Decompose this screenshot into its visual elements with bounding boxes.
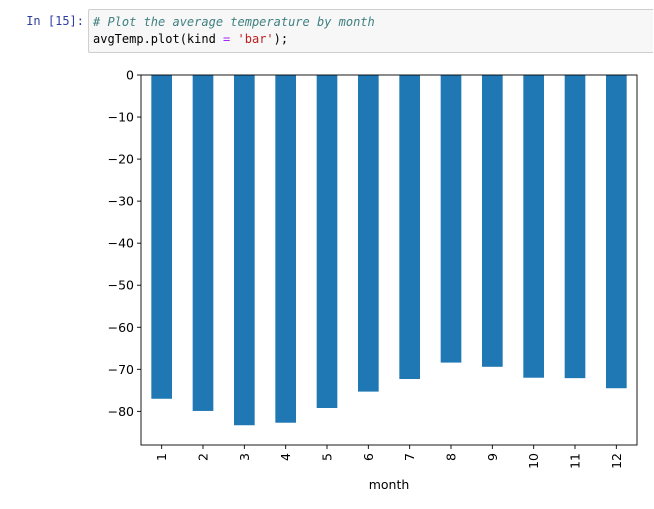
x-tick-label: 3: [237, 453, 252, 461]
bar-month-8: [440, 75, 462, 363]
input-prompt: In [15]:: [26, 14, 84, 28]
code-token-str: 'bar': [237, 32, 274, 46]
y-tick-label: −80: [108, 404, 134, 419]
bar-month-10: [523, 75, 544, 378]
code-token-plain: avgTemp.plot(kind: [93, 32, 224, 46]
x-tick-label: 6: [361, 453, 376, 461]
x-tick-label: 5: [320, 453, 335, 461]
bar-series: [151, 75, 627, 426]
x-tick-label: 1: [154, 453, 169, 461]
x-tick-label: 9: [485, 453, 500, 461]
bar-month-12: [606, 75, 627, 389]
y-tick-label: −60: [108, 320, 134, 335]
bar-month-9: [482, 75, 503, 367]
y-tick-label: −50: [108, 278, 134, 293]
y-tick-label: −40: [108, 236, 134, 251]
bar-month-6: [358, 75, 379, 392]
code-editor[interactable]: # Plot the average temperature by month a…: [88, 9, 653, 53]
x-tick-label: 2: [196, 453, 211, 461]
x-tick-label: 12: [609, 453, 624, 469]
code-line: # Plot the average temperature by month: [93, 14, 653, 31]
cell-output: 0 −10 −20 −30 −40 −50 −60 −70 −80 1 2 3 4 5 6 7 8 9 10 11 1…: [88, 60, 654, 505]
bar-month-5: [316, 75, 338, 408]
bar-month-3: [234, 75, 255, 426]
x-tick-label: 10: [526, 453, 541, 469]
code-token-comment: # Plot the average temperature by month: [93, 15, 375, 29]
x-axis-label: month: [369, 477, 410, 492]
bar-month-4: [275, 75, 296, 423]
y-tick-label: −10: [108, 110, 134, 125]
x-tick-label: 4: [278, 453, 293, 461]
bar-chart: 0−10−20−30−40−50−60−70−80 1 2 3 4 5 6 7 8 9 10 11 1…: [108, 68, 638, 492]
y-tick-label: 0: [126, 68, 134, 83]
y-axis: 0 −10 −20 −30 −40 −50 −60 −70 −80: [108, 68, 141, 419]
bar-month-1: [151, 75, 172, 399]
x-tick-label: 8: [444, 453, 459, 461]
y-tick-label: −30: [108, 194, 134, 209]
y-tick-label: −70: [108, 362, 134, 377]
bar-month-2: [192, 75, 214, 411]
code-token-plain: );: [273, 32, 289, 46]
bar-month-11: [564, 75, 586, 379]
code-line: avgTemp.plot(kind = 'bar');: [93, 31, 653, 48]
code-token-op: =: [223, 32, 231, 46]
code-token-plain: [230, 32, 237, 46]
bar-month-7: [399, 75, 420, 379]
x-axis: 1 2 3 4 5 6 7 8 9 10 11 12: [154, 445, 624, 469]
x-tick-label: 7: [402, 453, 417, 461]
y-tick-label: −20: [108, 152, 134, 167]
plot-frame: [140, 74, 638, 446]
x-tick-label: 11: [568, 453, 583, 469]
